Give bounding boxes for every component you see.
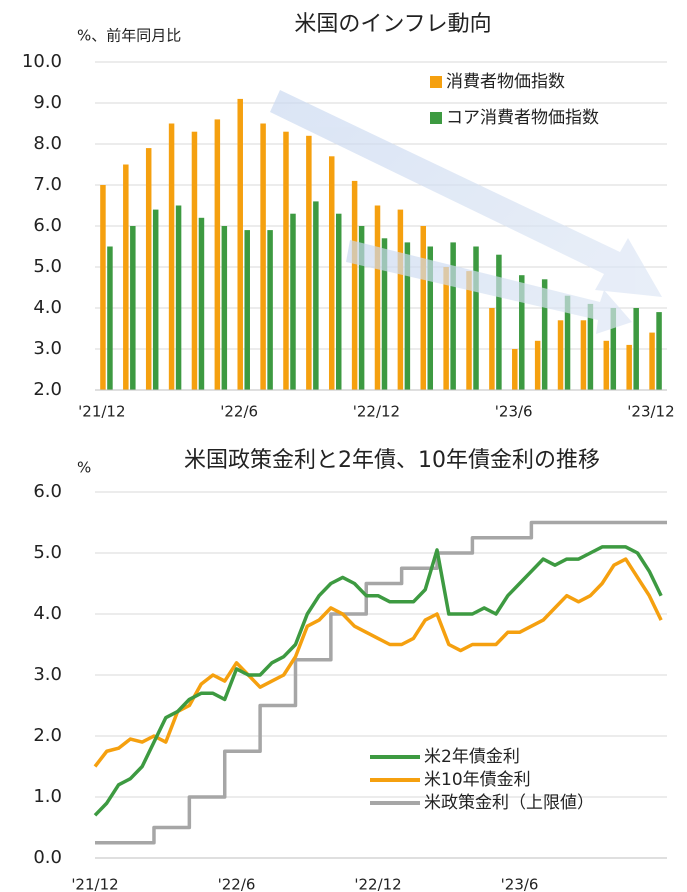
y-tick-label: 6.0 xyxy=(33,481,62,502)
bar xyxy=(603,340,610,390)
legend-label: コア消費者物価指数 xyxy=(446,108,599,128)
bar xyxy=(328,156,335,390)
bar xyxy=(175,205,182,390)
bar xyxy=(519,275,525,390)
x-tick-label: '22/6 xyxy=(218,876,256,892)
y-tick-label: 5.0 xyxy=(33,542,62,563)
legend-label: 消費者物価指数 xyxy=(446,72,565,92)
bar xyxy=(214,119,221,391)
bar xyxy=(145,148,152,390)
x-tick-label: '22/12 xyxy=(353,403,400,421)
legend-label: 米10年債金利 xyxy=(424,770,531,790)
bar xyxy=(335,213,342,390)
bar xyxy=(267,230,273,390)
bar xyxy=(450,242,456,390)
bar xyxy=(290,213,296,390)
bar xyxy=(306,135,312,390)
bar xyxy=(626,344,632,390)
y-tick-label: 9.0 xyxy=(33,92,62,113)
bar xyxy=(191,131,198,390)
x-tick-label: '21/12 xyxy=(71,876,118,892)
bar xyxy=(443,267,449,390)
bar xyxy=(466,271,472,390)
y-axis-label: %、前年同月比 xyxy=(77,27,181,45)
y-axis-label: % xyxy=(77,459,91,477)
trend-arrows xyxy=(270,90,662,334)
y-tick-label: 4.0 xyxy=(33,297,62,318)
bar xyxy=(564,295,571,390)
y-tick-label: 5.0 xyxy=(33,256,62,277)
bar xyxy=(541,279,548,390)
bar xyxy=(420,226,427,390)
bar xyxy=(237,98,243,391)
chart-title: 米国のインフレ動向 xyxy=(294,12,491,37)
y-tick-label: 3.0 xyxy=(33,664,62,685)
x-tick-label: '21/12 xyxy=(78,403,125,421)
bar xyxy=(397,209,404,390)
bar xyxy=(489,308,495,390)
bar xyxy=(512,349,518,390)
bar xyxy=(473,246,479,390)
bar xyxy=(221,226,228,390)
y-tick-label: 0.0 xyxy=(33,847,62,868)
bar xyxy=(656,312,662,390)
legend-label: 米2年債金利 xyxy=(424,747,520,767)
x-tick-label: '23/12 xyxy=(627,403,674,421)
legend-swatch xyxy=(430,112,442,124)
bar xyxy=(107,246,113,390)
x-tick-label: '22/6 xyxy=(220,403,258,421)
bar xyxy=(152,209,159,390)
y-tick-label: 4.0 xyxy=(33,603,62,624)
y-tick-label: 7.0 xyxy=(33,174,62,195)
y-tick-label: 2.0 xyxy=(33,379,62,400)
bar xyxy=(260,123,266,390)
line xyxy=(93,545,663,817)
bar xyxy=(358,226,365,390)
legend-swatch xyxy=(430,76,442,88)
bar xyxy=(381,238,388,390)
bar xyxy=(427,246,434,390)
line xyxy=(95,520,667,845)
bar xyxy=(374,205,381,390)
y-tick-label: 1.0 xyxy=(33,786,62,807)
y-tick-label: 2.0 xyxy=(33,725,62,746)
bar xyxy=(610,308,617,390)
x-tick-label: '22/12 xyxy=(354,876,401,892)
line xyxy=(93,557,663,768)
bar xyxy=(100,185,106,390)
x-tick-label: '23/6 xyxy=(495,403,533,421)
bar xyxy=(649,332,655,390)
bar xyxy=(580,320,587,390)
legend-label: 米政策金利（上限値） xyxy=(424,793,594,813)
chart-title: 米国政策金利と2年債、10年債金利の推移 xyxy=(184,448,600,473)
bar xyxy=(534,340,541,390)
y-tick-label: 10.0 xyxy=(22,51,62,72)
y-tick-label: 3.0 xyxy=(33,338,62,359)
bar xyxy=(496,254,502,390)
bar xyxy=(313,201,319,390)
bar xyxy=(198,217,205,390)
trend-arrow xyxy=(346,240,632,334)
bar xyxy=(130,226,136,390)
bar xyxy=(283,131,289,390)
bar xyxy=(168,123,175,390)
bar xyxy=(123,164,129,390)
bar xyxy=(404,242,411,390)
bar xyxy=(244,230,250,390)
trend-arrow xyxy=(270,90,662,297)
bar xyxy=(633,308,639,390)
bar xyxy=(557,320,564,390)
bar xyxy=(351,180,358,390)
y-tick-label: 8.0 xyxy=(33,133,62,154)
bar xyxy=(587,303,594,390)
x-tick-label: '23/6 xyxy=(501,876,539,892)
y-tick-label: 6.0 xyxy=(33,215,62,236)
